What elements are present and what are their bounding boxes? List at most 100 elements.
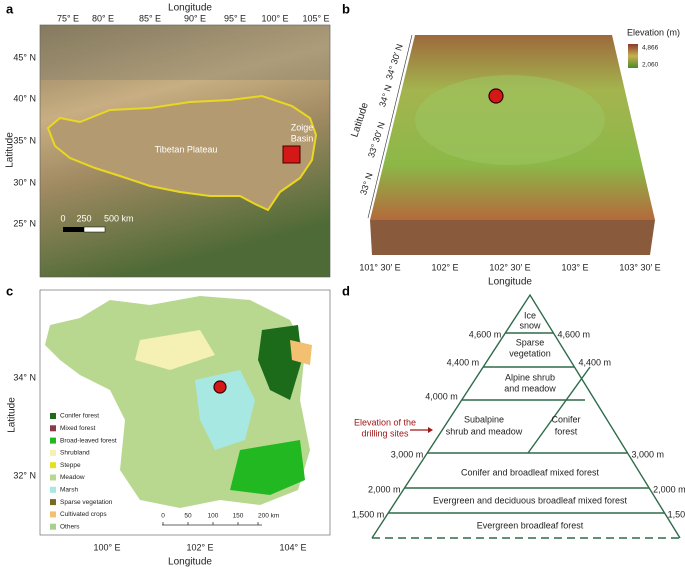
- x-tick-label: 101° 30′ E: [359, 262, 400, 272]
- legend-label: Marsh: [60, 487, 78, 494]
- broadleaf-area: [230, 440, 305, 495]
- panel-label: b: [342, 1, 350, 16]
- pyramid-edge: [371, 293, 681, 539]
- scale-label: 0: [161, 513, 165, 520]
- x-tick-label: 100° E: [261, 13, 288, 23]
- y-tick-label: 35° N: [13, 135, 36, 145]
- legend-swatch: [50, 449, 56, 456]
- scale-label: 0: [60, 213, 65, 223]
- zone-label: Alpine shrub: [505, 372, 555, 382]
- terrain-basin: [415, 75, 605, 165]
- shrubland-area: [135, 330, 215, 370]
- elevation-label: 4,600 m: [469, 329, 502, 339]
- latitude-axis: [367, 34, 413, 219]
- y-tick-label: 33° N: [358, 172, 375, 197]
- elevation-label: 4,000 m: [425, 391, 458, 401]
- elevation-label: 1,500 m: [352, 509, 385, 519]
- x-tick-label: 90° E: [184, 13, 206, 23]
- zone-label: snow: [519, 320, 541, 330]
- map-shade: [40, 25, 330, 80]
- scale-label: 100: [208, 513, 219, 520]
- site-label: Zoige: [291, 122, 314, 132]
- scale-label: 250: [76, 213, 91, 223]
- axis-title: Latitude: [5, 132, 16, 168]
- legend-swatch: [50, 425, 56, 432]
- panel-label: d: [342, 283, 350, 298]
- scale-label: 150: [233, 513, 244, 520]
- elevation-label: 4,600 m: [557, 329, 590, 339]
- scale-label: 500 km: [104, 213, 134, 223]
- axis-title: Latitude: [7, 397, 18, 433]
- arrow-head: [428, 427, 433, 433]
- plateau-outline: [46, 94, 318, 212]
- zone-label: Evergreen broadleaf forest: [477, 520, 584, 530]
- x-tick-label: 105° E: [302, 13, 329, 23]
- axis-title: Longitude: [168, 3, 212, 14]
- elevation-label: 2,000 m: [368, 484, 401, 494]
- site-marker: [488, 88, 504, 104]
- elevation-label: 2,000 m: [653, 484, 685, 494]
- y-tick-label: 25° N: [13, 218, 36, 228]
- x-tick-label: 103° 30′ E: [619, 262, 660, 272]
- scale-label: 200 km: [258, 513, 279, 520]
- scale-label: 50: [184, 513, 192, 520]
- site-label: Basin: [291, 133, 314, 143]
- legend-swatch: [50, 499, 56, 506]
- scale-bar-black: [63, 227, 84, 232]
- panel-label: a: [6, 1, 14, 16]
- legend-label: Sparse vegetation: [60, 499, 113, 506]
- legend-label: Mixed forest: [60, 425, 96, 432]
- zone-label: forest: [555, 426, 578, 436]
- site-square: [282, 145, 301, 164]
- panel-label: c: [6, 283, 13, 298]
- zone-label: Sparse: [516, 337, 545, 347]
- axis-title: Latitude: [349, 101, 371, 139]
- y-tick-label: 34° N: [13, 372, 36, 382]
- legend-min: 2,060: [642, 62, 659, 69]
- legend-swatch: [50, 413, 56, 419]
- block-side: [370, 220, 655, 255]
- crops-area: [290, 340, 312, 365]
- axis-title: Longitude: [488, 277, 532, 288]
- scale-bar-white: [83, 226, 106, 233]
- legend-swatch: [50, 523, 56, 530]
- legend-label: Others: [60, 523, 80, 530]
- x-tick-label: 104° E: [279, 542, 306, 552]
- zone-divider: [527, 366, 591, 454]
- vegetation-pyramid: [371, 293, 681, 539]
- y-tick-label: 40° N: [13, 93, 36, 103]
- legend-swatch: [50, 462, 56, 469]
- y-tick-label: 30° N: [13, 177, 36, 187]
- annotation: drilling sites: [361, 428, 409, 438]
- y-tick-label: 45° N: [13, 52, 36, 62]
- x-tick-label: 102° E: [431, 262, 458, 272]
- legend-swatch: [50, 437, 56, 444]
- x-tick-label: 80° E: [92, 13, 114, 23]
- zone-label: shrub and meadow: [446, 426, 523, 436]
- elevation-label: 4,400 m: [578, 357, 611, 367]
- elevation-colorbar: [628, 44, 638, 68]
- legend-label: Steppe: [60, 462, 81, 469]
- legend-swatch: [50, 486, 56, 493]
- legend-title: Elevation (m): [627, 27, 680, 37]
- marsh-area: [195, 370, 255, 450]
- x-tick-label: 75° E: [57, 13, 79, 23]
- zone-label: vegetation: [509, 348, 551, 358]
- zone-label: Ice: [524, 310, 536, 320]
- legend-label: Meadow: [60, 474, 85, 481]
- legend-max: 4,866: [642, 45, 659, 52]
- legend-swatch: [50, 474, 56, 481]
- y-tick-label: 34° 30′ N: [384, 43, 405, 81]
- legend-swatch: [50, 511, 56, 518]
- x-tick-label: 100° E: [93, 542, 120, 552]
- x-tick-label: 102° E: [186, 542, 213, 552]
- x-tick-label: 103° E: [561, 262, 588, 272]
- x-tick-label: 102° 30′ E: [489, 262, 530, 272]
- x-tick-label: 95° E: [224, 13, 246, 23]
- y-tick-label: 32° N: [13, 470, 36, 480]
- elevation-label: 3,000 m: [632, 449, 665, 459]
- zone-label: Evergreen and deciduous broadleaf mixed …: [433, 495, 628, 505]
- legend-label: Conifer forest: [60, 413, 99, 420]
- legend-label: Shrubland: [60, 450, 90, 457]
